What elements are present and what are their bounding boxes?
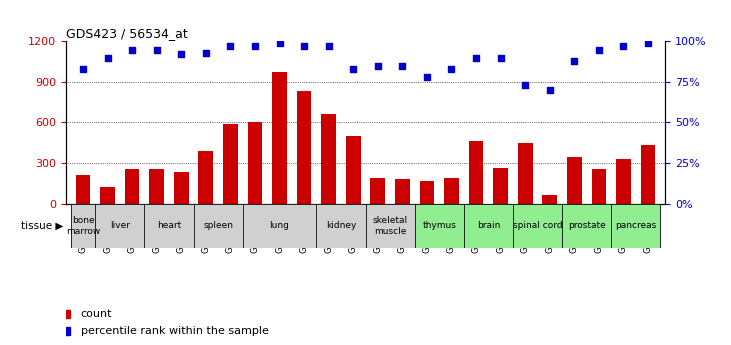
Bar	[518, 143, 533, 204]
Bar	[149, 169, 164, 204]
Text: bone
marrow: bone marrow	[66, 216, 100, 236]
Text: percentile rank within the sample: percentile rank within the sample	[80, 326, 269, 336]
Point	[470, 55, 482, 60]
Point	[519, 82, 531, 88]
Bar	[223, 124, 238, 204]
Point	[569, 58, 580, 63]
Point	[323, 43, 335, 49]
Bar	[567, 157, 582, 204]
Point	[372, 63, 384, 68]
Bar	[297, 91, 311, 204]
Bar	[640, 146, 656, 204]
Bar	[366, 204, 414, 248]
Point	[126, 47, 138, 52]
Point	[446, 66, 458, 72]
Bar	[317, 204, 366, 248]
Bar	[346, 136, 360, 204]
Bar	[463, 204, 513, 248]
Text: prostate: prostate	[568, 221, 605, 230]
Bar	[371, 178, 385, 204]
Bar	[174, 172, 189, 204]
Bar	[71, 204, 95, 248]
Bar	[248, 122, 262, 204]
Point	[102, 55, 113, 60]
Bar	[145, 204, 194, 248]
Point	[347, 66, 359, 72]
Point	[249, 43, 261, 49]
Point	[544, 87, 556, 93]
Bar	[395, 179, 409, 204]
Bar	[75, 175, 91, 204]
Text: spinal cord: spinal cord	[512, 221, 562, 230]
Bar	[493, 168, 508, 204]
Bar	[542, 195, 557, 204]
Point	[495, 55, 507, 60]
Point	[77, 66, 89, 72]
Text: heart: heart	[157, 221, 181, 230]
Point	[618, 43, 629, 49]
Bar	[243, 204, 317, 248]
Point	[175, 52, 187, 57]
Point	[298, 43, 310, 49]
Bar	[562, 204, 611, 248]
Bar	[125, 169, 140, 204]
Bar	[469, 141, 483, 204]
Text: lung: lung	[270, 221, 289, 230]
Text: spleen: spleen	[203, 221, 233, 230]
Bar	[100, 187, 115, 204]
Text: GDS423 / 56534_at: GDS423 / 56534_at	[66, 27, 188, 40]
Point	[396, 63, 408, 68]
Point	[273, 40, 285, 46]
Bar	[272, 72, 287, 204]
Bar	[198, 151, 213, 204]
Bar	[194, 204, 243, 248]
Point	[200, 50, 212, 56]
Point	[224, 43, 236, 49]
Bar	[616, 159, 631, 204]
Bar	[414, 204, 463, 248]
Bar	[420, 180, 434, 204]
Text: liver: liver	[110, 221, 130, 230]
Bar	[444, 178, 459, 204]
Point	[421, 74, 433, 80]
Text: kidney: kidney	[326, 221, 356, 230]
Text: tissue ▶: tissue ▶	[21, 221, 64, 231]
Text: pancreas: pancreas	[615, 221, 656, 230]
Text: thymus: thymus	[423, 221, 456, 230]
Point	[593, 47, 605, 52]
Bar	[611, 204, 660, 248]
Bar	[591, 169, 606, 204]
Text: brain: brain	[477, 221, 500, 230]
Text: count: count	[80, 309, 113, 319]
Bar	[95, 204, 145, 248]
Bar	[513, 204, 562, 248]
Text: skeletal
muscle: skeletal muscle	[373, 216, 408, 236]
Bar	[322, 114, 336, 204]
Point	[151, 47, 162, 52]
Point	[642, 40, 654, 46]
